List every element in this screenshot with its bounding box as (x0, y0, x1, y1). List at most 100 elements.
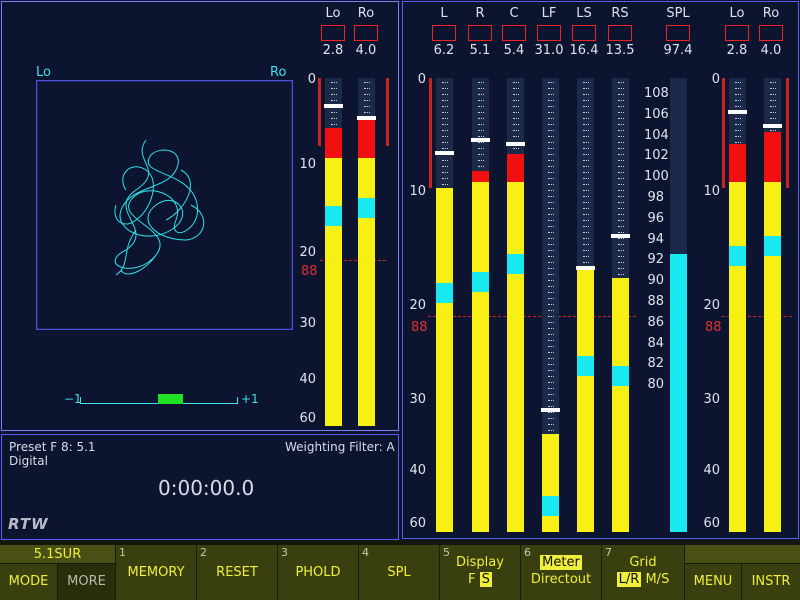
lissajous-display (36, 80, 293, 330)
surround-over-ls (572, 25, 596, 41)
surround-bar-l (435, 78, 454, 532)
surround-bar-ls-seg-2 (577, 376, 594, 532)
left-bar-lo (324, 78, 343, 426)
instr-button[interactable]: INSTR (742, 564, 800, 600)
spl-scale-tick: 98 (647, 190, 664, 205)
info-panel (1, 434, 399, 540)
right-meter-value-lo: 2.8 (726, 43, 748, 58)
spl-scale-tick: 94 (647, 231, 664, 247)
spl-bar-fill (670, 254, 687, 532)
right-bar-lo (728, 78, 747, 532)
display-button[interactable]: 5 Display F S (440, 545, 521, 600)
spl-scale-tick: 108 (644, 86, 669, 101)
right-scale-tick: 30 (703, 392, 720, 407)
surround-bar-lf (541, 78, 560, 532)
spl-scale-tick: 102 (644, 148, 669, 164)
spl-scale-tick: 80 (647, 377, 664, 393)
menu-button[interactable]: MENU (685, 564, 742, 600)
spl-scale-tick: 106 (644, 106, 669, 122)
right-bar-ro-seg-0 (764, 132, 781, 182)
rtw-logo: RTW (8, 515, 49, 533)
right-meter-label-ro: Ro (762, 6, 780, 21)
spl-scale-tick: 100 (644, 169, 669, 185)
spl-scale-tick: 86 (647, 314, 664, 330)
spl-scale-tick: 88 (647, 294, 664, 309)
left-meter-ref-label: 88 (301, 264, 318, 279)
spl-scale-tick: 90 (647, 273, 664, 289)
correlation-indicator (158, 394, 183, 404)
spl-button[interactable]: 4 SPL (359, 545, 440, 600)
left-bar-ro-seg-1 (358, 158, 375, 198)
surround-label-l: L (440, 6, 448, 21)
right-scale-tick: 0 (711, 72, 720, 87)
right-meter-ref-label: 88 (705, 320, 722, 335)
left-meter-over-lo (321, 25, 345, 41)
surround-bar-rs (611, 78, 630, 532)
memory-button[interactable]: 1 MEMORY (116, 545, 197, 600)
surround-over-l (432, 25, 456, 41)
right-bar-lo-peak (728, 110, 747, 114)
spl-value: 97.4 (663, 43, 693, 58)
right-bar-ro-seg-3 (764, 256, 781, 532)
surround-bar-ls-seg-0 (577, 268, 594, 356)
surround-bar-lf-seg-0 (542, 434, 559, 496)
reset-button[interactable]: 2 RESET (197, 545, 278, 600)
right-scale-tick: 10 (703, 184, 720, 199)
correlation-max-label: +1 (241, 392, 259, 406)
surround-over-lf (537, 25, 561, 41)
right-meter-over-ro (759, 25, 783, 41)
right-meter-over-lo (725, 25, 749, 41)
surround-bar-c-seg-0 (507, 154, 524, 182)
surround-bar-rs-seg-0 (612, 278, 629, 366)
right-meter-ref-line (722, 316, 792, 317)
spl-scale-tick: 104 (644, 127, 669, 143)
left-bar-ro-peak (357, 116, 376, 120)
left-bar-lo-seg-0 (325, 128, 342, 158)
left-bar-lo-seg-3 (325, 226, 342, 426)
surround-bar-r-seg-3 (472, 292, 489, 532)
surround-bar-rs-seg-1 (612, 366, 629, 386)
surround-bar-c (506, 78, 525, 532)
right-bar-lo-seg-1 (729, 182, 746, 246)
left-scale-tick: 20 (299, 245, 316, 260)
surround-scale-tick: 60 (409, 516, 426, 531)
right-scale-tick: 20 (703, 298, 720, 313)
surround-value-rs: 13.5 (605, 43, 635, 58)
surround-value-l: 6.2 (433, 43, 455, 58)
spl-label: SPL (666, 6, 690, 21)
left-bar-ro-seg-3 (358, 218, 375, 426)
surround-bar-lf-seg-1 (542, 496, 559, 516)
surround-bar-ls (576, 78, 595, 532)
surround-bar-lf-peak (541, 408, 560, 412)
spl-over (666, 25, 690, 41)
spl-scale-tick: 84 (647, 335, 664, 351)
weighting-filter-label: Weighting Filter: A (285, 440, 395, 454)
surround-scale-tick: 10 (409, 184, 426, 199)
grid-button[interactable]: 7 Grid L/R M/S (602, 545, 685, 600)
left-meter-label-lo: Lo (325, 6, 341, 21)
left-scale-tick: 40 (299, 372, 316, 387)
phold-button[interactable]: 3 PHOLD (278, 545, 359, 600)
surround-bar-l-seg-2 (436, 303, 453, 532)
surround-bar-r (471, 78, 490, 532)
mode-button[interactable]: MODE (0, 564, 58, 600)
spl-scale-tick: 96 (647, 210, 664, 226)
surround-bar-ls-peak (576, 266, 595, 270)
surround-bar-r-peak (471, 138, 490, 142)
spl-bar (670, 78, 687, 532)
left-bar-ro-seg-0 (358, 120, 375, 158)
surround-over-c (502, 25, 526, 41)
right-meter-label-lo: Lo (729, 6, 745, 21)
left-bar-ro-seg-2 (358, 198, 375, 218)
right-bar-ro-seg-2 (764, 236, 781, 256)
lissajous-left-label: Lo (36, 65, 51, 80)
more-button[interactable]: MORE (58, 564, 116, 600)
surround-value-r: 5.1 (469, 43, 491, 58)
surround-label-lf: LF (541, 6, 557, 21)
lissajous-panel (1, 1, 399, 431)
mode-top-display: 5.1SUR (0, 545, 116, 563)
surround-value-lf: 31.0 (534, 43, 564, 58)
meter-button[interactable]: 6 Meter Directout (521, 545, 602, 600)
left-bar-ro (357, 78, 376, 426)
left-scale-tick: 30 (299, 316, 316, 331)
